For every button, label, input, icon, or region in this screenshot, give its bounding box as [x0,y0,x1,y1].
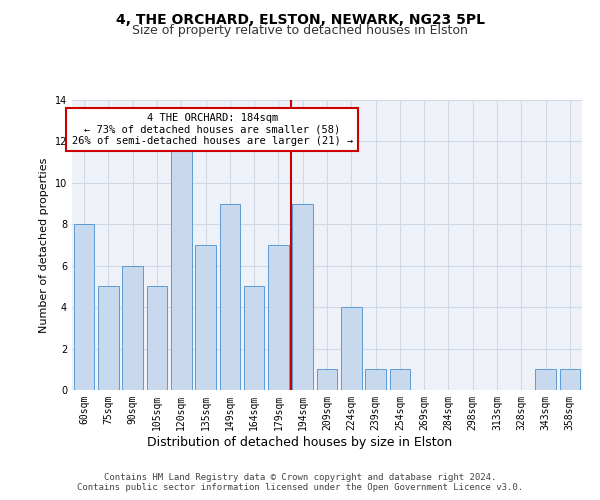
Bar [535,370,556,390]
Bar [171,142,191,390]
Text: Contains HM Land Registry data © Crown copyright and database right 2024.
Contai: Contains HM Land Registry data © Crown c… [77,472,523,492]
Bar [292,204,313,390]
Text: Distribution of detached houses by size in Elston: Distribution of detached houses by size … [148,436,452,449]
Bar [146,286,167,390]
Bar [341,307,362,390]
Bar [268,245,289,390]
Text: 4 THE ORCHARD: 184sqm
← 73% of detached houses are smaller (58)
26% of semi-deta: 4 THE ORCHARD: 184sqm ← 73% of detached … [71,113,353,146]
Bar [317,370,337,390]
Bar [98,286,119,390]
Bar [220,204,240,390]
Text: 4, THE ORCHARD, ELSTON, NEWARK, NG23 5PL: 4, THE ORCHARD, ELSTON, NEWARK, NG23 5PL [115,12,485,26]
Bar [560,370,580,390]
Bar [74,224,94,390]
Text: Size of property relative to detached houses in Elston: Size of property relative to detached ho… [132,24,468,37]
Y-axis label: Number of detached properties: Number of detached properties [39,158,49,332]
Bar [122,266,143,390]
Bar [365,370,386,390]
Bar [389,370,410,390]
Bar [195,245,216,390]
Bar [244,286,265,390]
